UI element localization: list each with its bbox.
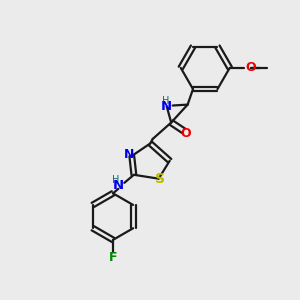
Text: F: F xyxy=(109,251,117,264)
Text: methyl: methyl xyxy=(262,67,267,68)
Text: S: S xyxy=(155,172,165,186)
Text: N: N xyxy=(161,100,172,113)
Text: N: N xyxy=(113,179,124,192)
Text: H: H xyxy=(162,96,169,106)
Text: O: O xyxy=(245,61,256,74)
Text: N: N xyxy=(124,148,135,161)
Text: O: O xyxy=(181,127,191,140)
Text: H: H xyxy=(112,175,120,185)
